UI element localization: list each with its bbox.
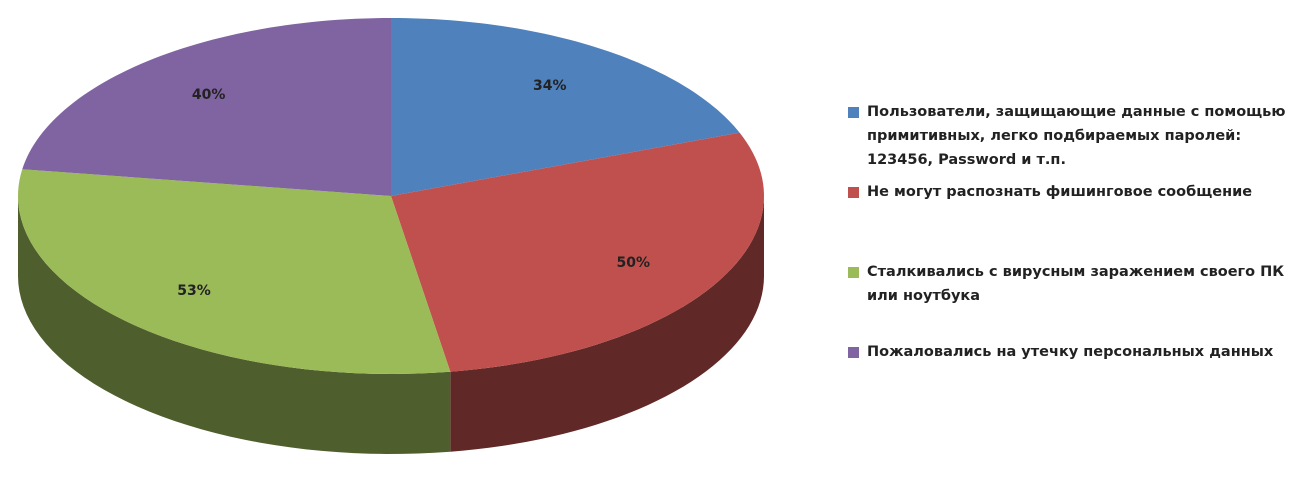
legend-label: Не могут распознать фишинговое сообщение <box>867 184 1253 200</box>
slice <box>18 169 451 374</box>
legend-label: Пользователи, защищающие данные с помощь… <box>867 104 1286 168</box>
legend-swatch <box>848 267 859 278</box>
legend-item: Сталкивались с вирусным заражением своег… <box>848 260 1288 340</box>
data-label: 34% <box>533 78 567 94</box>
slice <box>391 18 740 196</box>
legend-item: Пользователи, защищающие данные с помощь… <box>848 100 1288 180</box>
legend-item: Пожаловались на утечку персональных данн… <box>848 340 1288 420</box>
legend-swatch <box>848 187 859 198</box>
slice <box>22 18 391 196</box>
legend-swatch <box>848 107 859 118</box>
legend-label: Сталкивались с вирусным заражением своег… <box>867 264 1285 304</box>
legend-swatch <box>848 347 859 358</box>
slice <box>391 132 764 372</box>
data-label: 50% <box>617 255 651 271</box>
data-label: 53% <box>177 283 211 299</box>
pie-plot: 34% 50% 53% 40% <box>18 18 764 454</box>
data-label: 40% <box>192 87 226 103</box>
legend: Пользователи, защищающие данные с помощь… <box>848 100 1288 420</box>
slice-side <box>450 196 764 452</box>
legend-label: Пожаловались на утечку персональных данн… <box>867 344 1274 360</box>
legend-item: Не могут распознать фишинговое сообщение <box>848 180 1288 260</box>
slice-side <box>18 196 451 454</box>
